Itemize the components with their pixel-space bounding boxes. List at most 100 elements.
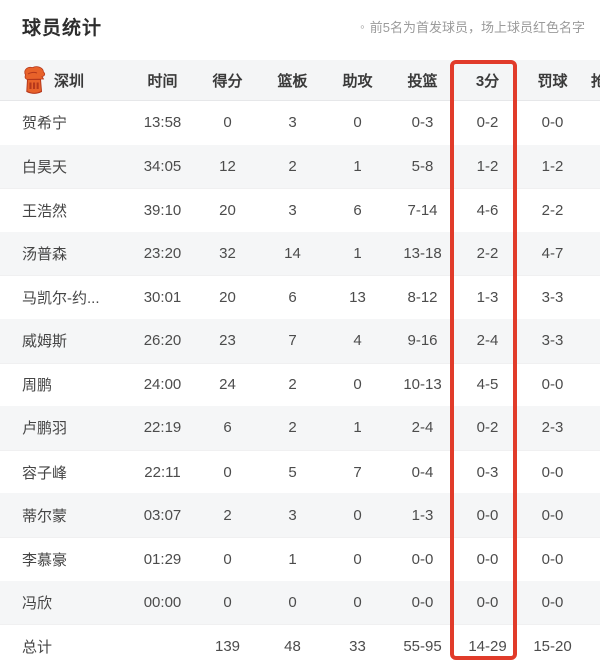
- cell-three-pointers: 0-3: [476, 463, 499, 481]
- cell-free-throws: 2-3: [541, 419, 564, 437]
- cell-assists: 1: [353, 419, 362, 437]
- cell-assists: 1: [353, 157, 362, 175]
- cell-free-throws: 0-0: [541, 550, 564, 568]
- player-name: 冯欣: [22, 594, 53, 612]
- column-header-rebounds: 篮板: [277, 72, 308, 90]
- cell-field-goals: 13-18: [403, 245, 442, 263]
- page-title: 球员统计: [22, 17, 103, 39]
- column-header-three-pointers: 3分: [475, 72, 500, 90]
- cell-three-pointers: 4-5: [476, 376, 499, 394]
- team-header[interactable]: 深圳: [0, 65, 130, 95]
- cell-assists: 7: [353, 463, 362, 481]
- cell-points: 12: [219, 157, 236, 175]
- table-row: 容子峰 22:11 0 5 7 0-4 0-3 0-0: [0, 449, 600, 494]
- table-row: 威姆斯 26:20 23 7 4 9-16 2-4 3-3: [0, 318, 600, 363]
- team-name: 深圳: [54, 72, 85, 90]
- cell-time: 24:00: [143, 376, 182, 394]
- cell-points: 139: [214, 637, 241, 655]
- cell-free-throws: 0-0: [541, 376, 564, 394]
- player-name: 白昊天: [22, 158, 68, 176]
- table-row: 马凯尔-约... 30:01 20 6 13 8-12 1-3 3-3: [0, 275, 600, 319]
- cell-three-pointers: 0-0: [476, 550, 499, 568]
- cell-time: 22:19: [143, 419, 182, 437]
- note-bullet-icon: ◦: [360, 18, 365, 34]
- cell-rebounds: 1: [288, 550, 297, 568]
- cell-points: 32: [219, 245, 236, 263]
- cell-rebounds: 48: [284, 637, 301, 655]
- cell-rebounds: 2: [288, 419, 297, 437]
- cell-time: 23:20: [143, 245, 182, 263]
- cell-free-throws: 3-3: [541, 289, 564, 307]
- cell-rebounds: 6: [288, 289, 297, 307]
- player-name: 马凯尔-约...: [22, 290, 100, 308]
- cell-field-goals: 9-16: [407, 332, 438, 350]
- cell-points: 0: [223, 463, 232, 481]
- cell-free-throws: 2-2: [541, 201, 564, 219]
- cell-points: 24: [219, 376, 236, 394]
- table-row: 贺希宁 13:58 0 3 0 0-3 0-2 0-0: [0, 101, 600, 145]
- table-row: 白昊天 34:05 12 2 1 5-8 1-2 1-2: [0, 144, 600, 189]
- cell-field-goals: 0-4: [411, 463, 434, 481]
- cell-free-throws: 0-0: [541, 114, 564, 132]
- cell-time: 26:20: [143, 332, 182, 350]
- table-row: 王浩然 39:10 20 3 6 7-14 4-6 2-2: [0, 188, 600, 232]
- stats-table: 深圳 时间 得分 篮板 助攻 投篮 3分 罚球 抢断 贺希宁 13:58 0 3…: [0, 60, 600, 668]
- table-row: 李慕豪 01:29 0 1 0 0-0 0-0 0-0: [0, 536, 600, 581]
- player-name: 贺希宁: [22, 115, 68, 133]
- cell-three-pointers: 0-2: [476, 114, 499, 132]
- cell-free-throws: 4-7: [541, 245, 564, 263]
- cell-rebounds: 3: [288, 506, 297, 524]
- cell-rebounds: 2: [288, 376, 297, 394]
- column-header-steals: 抢断: [591, 72, 600, 90]
- cell-field-goals: 2-4: [411, 419, 434, 437]
- cell-assists: 13: [349, 289, 366, 307]
- cell-free-throws: 0-0: [541, 506, 564, 524]
- topbar: 球员统计 ◦ 前5名为首发球员，场上球员红色名字: [0, 0, 600, 60]
- cell-time: 39:10: [143, 201, 182, 219]
- player-name: 汤普森: [22, 246, 68, 264]
- cell-three-pointers: 0-2: [476, 419, 499, 437]
- table-header-row: 深圳 时间 得分 篮板 助攻 投篮 3分 罚球 抢断: [0, 60, 600, 101]
- cell-three-pointers: 4-6: [476, 201, 499, 219]
- cell-free-throws: 3-3: [541, 332, 564, 350]
- player-name: 总计: [22, 638, 53, 656]
- table-body: 贺希宁 13:58 0 3 0 0-3 0-2 0-0 白昊天 34:05 12…: [0, 101, 600, 668]
- cell-points: 0: [223, 550, 232, 568]
- legend-note-text: 前5名为首发球员，场上球员红色名字: [369, 19, 585, 35]
- column-header-field-goals: 投篮: [407, 72, 438, 90]
- cell-time: 01:29: [143, 550, 182, 568]
- player-name: 威姆斯: [22, 333, 68, 351]
- player-name: 周鹏: [22, 377, 53, 395]
- cell-field-goals: 1-3: [411, 506, 434, 524]
- cell-three-pointers: 0-0: [476, 506, 499, 524]
- cell-three-pointers: 2-4: [476, 332, 499, 350]
- cell-rebounds: 7: [288, 332, 297, 350]
- cell-time: 00:00: [143, 593, 182, 611]
- column-header-assists: 助攻: [342, 72, 373, 90]
- table-row: 总计 139 48 33 55-95 14-29 15-20: [0, 624, 600, 668]
- cell-field-goals: 8-12: [407, 289, 438, 307]
- cell-assists: 0: [353, 506, 362, 524]
- cell-three-pointers: 0-0: [476, 593, 499, 611]
- column-header-free-throws: 罚球: [537, 72, 568, 90]
- cell-points: 23: [219, 332, 236, 350]
- cell-rebounds: 3: [288, 114, 297, 132]
- cell-field-goals: 0-0: [411, 593, 434, 611]
- cell-rebounds: 5: [288, 463, 297, 481]
- cell-time: 34:05: [143, 157, 182, 175]
- cell-three-pointers: 14-29: [468, 637, 507, 655]
- cell-assists: 0: [353, 550, 362, 568]
- cell-points: 0: [223, 114, 232, 132]
- cell-field-goals: 0-3: [411, 114, 434, 132]
- table-row: 蒂尔蒙 03:07 2 3 0 1-3 0-0 0-0: [0, 493, 600, 537]
- cell-points: 20: [219, 201, 236, 219]
- table-row: 冯欣 00:00 0 0 0 0-0 0-0 0-0: [0, 580, 600, 625]
- player-name: 卢鹏羽: [22, 420, 68, 438]
- cell-field-goals: 5-8: [411, 157, 434, 175]
- cell-points: 2: [223, 506, 232, 524]
- cell-assists: 6: [353, 201, 362, 219]
- cell-rebounds: 0: [288, 593, 297, 611]
- cell-rebounds: 3: [288, 201, 297, 219]
- cell-field-goals: 10-13: [403, 376, 442, 394]
- cell-free-throws: 0-0: [541, 463, 564, 481]
